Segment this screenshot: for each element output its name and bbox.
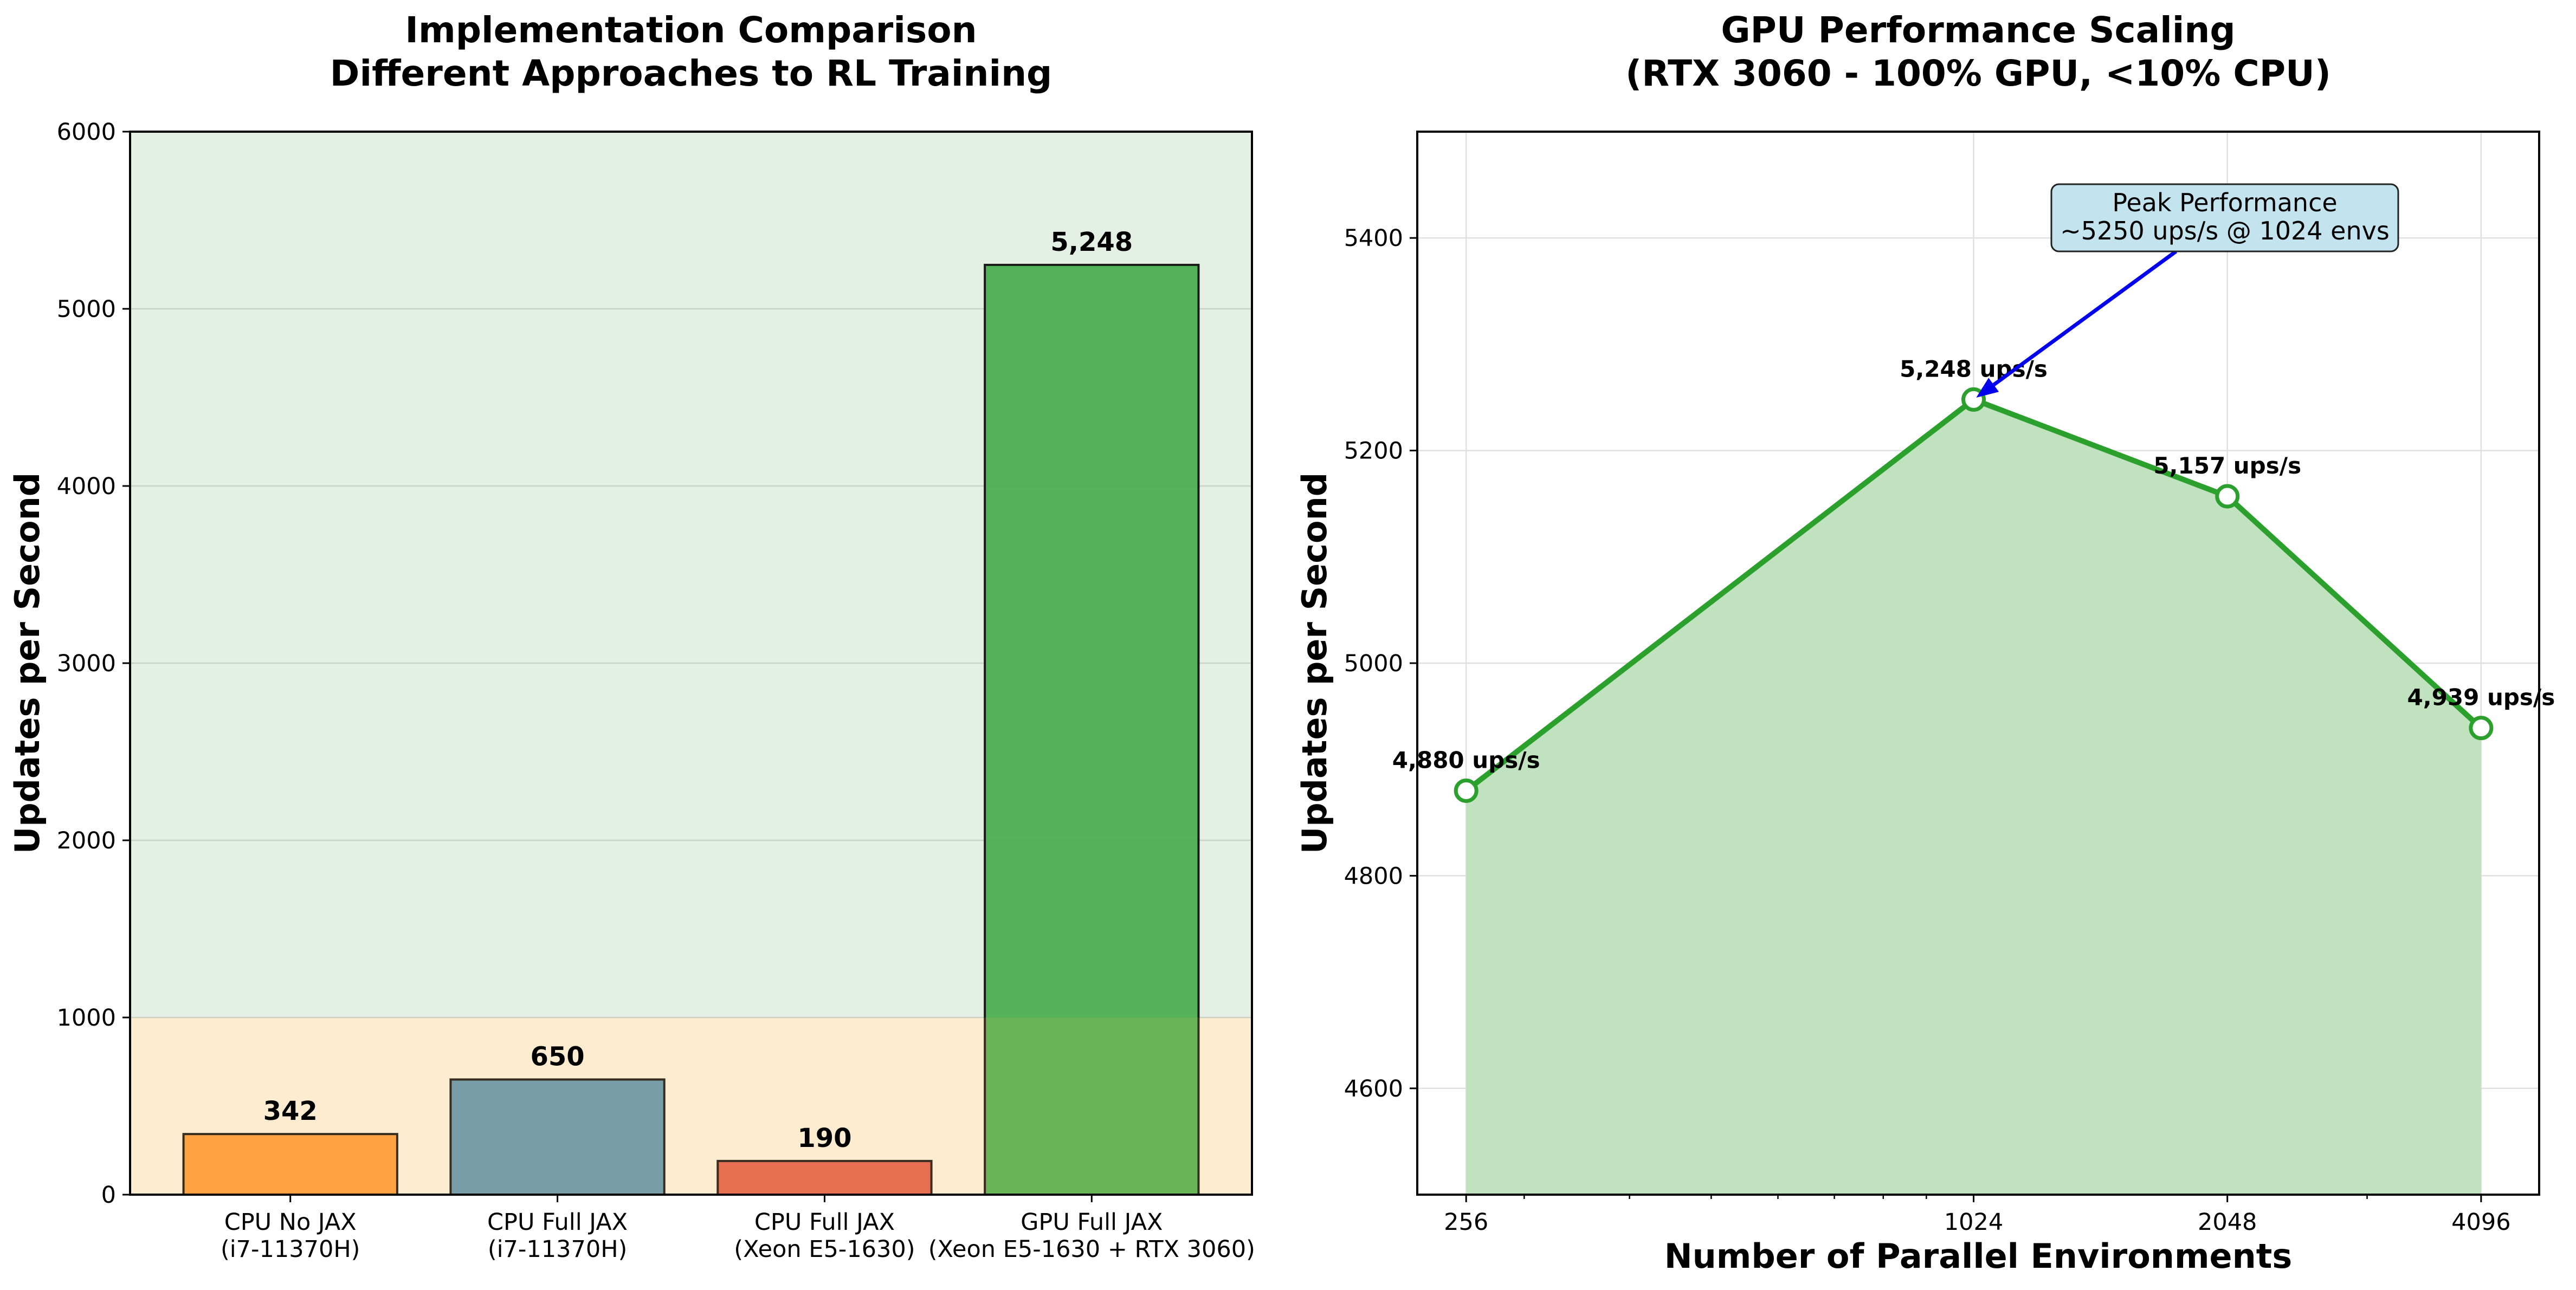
right-chart: GPU Performance Scaling (RTX 3060 - 100%… [1295, 9, 2555, 1276]
right-point-labels: 4,880 ups/s 5,248 ups/s 5,157 ups/s 4,939 u… [1392, 355, 2555, 773]
right-y-tick-label-1: 4800 [1344, 863, 1403, 890]
right-x-tick-label-0: 256 [1444, 1209, 1488, 1236]
left-x-tick-label-3-1: (Xeon E5-1630 + RTX 3060) [928, 1236, 1255, 1263]
point-label-0: 4,880 ups/s [1392, 747, 1540, 773]
left-y-tick-label-0: 0 [101, 1182, 116, 1209]
right-y-tick-label-3: 5200 [1344, 438, 1403, 465]
left-chart: Implementation Comparison Different Appr… [8, 9, 1255, 1263]
left-y-tick-label-4: 4000 [57, 473, 116, 500]
right-x-axis-label: Number of Parallel Environments [1664, 1236, 2293, 1276]
bar-value-label-3: 5,248 [1050, 227, 1133, 257]
left-chart-title-line-2: Different Approaches to RL Training [330, 53, 1053, 94]
right-y-axis-ticks: 4600 4800 5000 5200 5400 [1344, 225, 1417, 1103]
data-point-2 [2215, 484, 2240, 509]
left-x-tick-label-0-1: (i7-11370H) [221, 1236, 360, 1263]
left-chart-title-line-1: Implementation Comparison [405, 9, 977, 51]
point-label-2: 5,157 ups/s [2153, 452, 2301, 479]
point-label-3: 4,939 ups/s [2407, 684, 2555, 711]
right-area-series [1454, 387, 2494, 1195]
right-y-tick-label-4: 5400 [1344, 225, 1403, 252]
left-x-tick-label-3-0: GPU Full JAX [1021, 1209, 1163, 1236]
annotation-text-1: ~5250 ups/s @ 1024 envs [2060, 216, 2390, 245]
left-x-tick-label-2-1: (Xeon E5-1630) [734, 1236, 915, 1263]
left-y-axis-label: Updates per Second [8, 472, 47, 854]
right-x-axis-ticks: 256 1024 2048 4096 [1444, 1195, 2511, 1236]
left-band-overlay [130, 1017, 1252, 1195]
bar-0 [182, 1133, 398, 1196]
bar-2 [716, 1159, 933, 1196]
annotation-box [2050, 183, 2399, 252]
left-y-tick-label-1: 1000 [57, 1004, 116, 1032]
left-y-tick-label-5: 5000 [57, 296, 116, 323]
right-y-axis-label: Updates per Second [1295, 472, 1334, 854]
left-y-tick-label-6: 6000 [57, 119, 116, 146]
bar-value-label-2: 190 [797, 1123, 851, 1153]
left-bars [130, 263, 1252, 1196]
left-x-tick-label-2-0: CPU Full JAX [754, 1209, 895, 1236]
right-y-tick-label-2: 5000 [1344, 650, 1403, 677]
data-point-0 [1454, 778, 1479, 803]
series-line [1464, 397, 2483, 793]
right-x-tick-label-2: 2048 [2198, 1209, 2257, 1236]
right-y-tick-label-0: 4600 [1344, 1075, 1403, 1103]
left-y-axis-ticks: 0 1000 2000 3000 4000 5000 6000 [57, 119, 130, 1209]
annotation-text-0: Peak Performance [2112, 188, 2337, 217]
left-x-tick-label-1-0: CPU Full JAX [487, 1209, 628, 1236]
bar-3 [984, 263, 1200, 1196]
area-fill [1466, 399, 2481, 1195]
point-label-1: 5,248 ups/s [1900, 355, 2048, 382]
left-y-tick-label-3: 3000 [57, 650, 116, 677]
bar-value-label-1: 650 [530, 1041, 584, 1072]
left-x-axis-ticks: CPU No JAX(i7-11370H)CPU Full JAX(i7-113… [221, 1195, 1255, 1263]
peak-annotation: Peak Performance~5250 ups/s @ 1024 envs [1976, 183, 2399, 398]
left-bar-value-labels: 342 650 190 5,248 [263, 227, 1133, 1153]
annotation-arrow-head [1976, 378, 1999, 398]
right-x-tick-label-1: 1024 [1944, 1209, 2003, 1236]
annotation-arrow-shaft [1992, 250, 2178, 387]
right-chart-title-line-2: (RTX 3060 - 100% GPU, <10% CPU) [1625, 53, 2331, 94]
left-x-tick-label-0-0: CPU No JAX [224, 1209, 357, 1236]
bar-value-label-0: 342 [263, 1096, 318, 1126]
right-x-tick-label-3: 4096 [2451, 1209, 2510, 1236]
data-point-3 [2469, 716, 2494, 741]
right-chart-title-line-1: GPU Performance Scaling [1721, 9, 2235, 51]
left-x-tick-label-1-1: (i7-11370H) [488, 1236, 628, 1263]
left-y-tick-label-2: 2000 [57, 827, 116, 854]
